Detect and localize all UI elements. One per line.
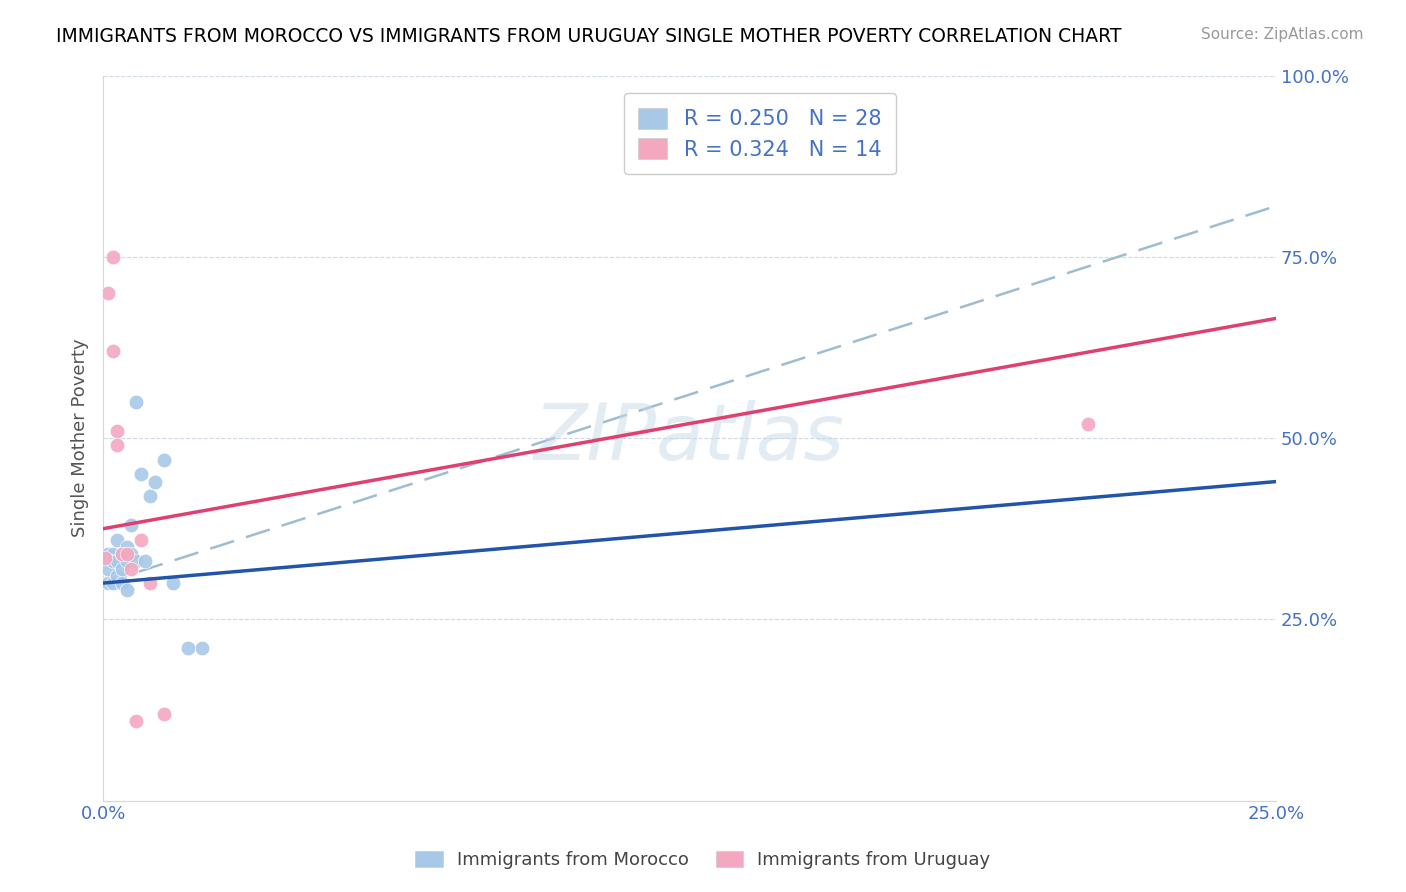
Point — [101, 576, 124, 591]
Point — [143, 475, 166, 489]
Point — [120, 561, 142, 575]
Point — [190, 641, 212, 656]
Point — [105, 569, 128, 583]
Text: Source: ZipAtlas.com: Source: ZipAtlas.com — [1201, 27, 1364, 42]
Text: ZIPatlas: ZIPatlas — [534, 401, 845, 476]
Point — [101, 250, 124, 264]
Point — [111, 547, 134, 561]
Point — [139, 489, 162, 503]
Point — [97, 576, 120, 591]
Point — [97, 561, 120, 575]
Y-axis label: Single Mother Poverty: Single Mother Poverty — [72, 339, 89, 537]
Point — [139, 576, 162, 591]
Point — [105, 424, 128, 438]
Point — [120, 518, 142, 533]
Point — [176, 641, 198, 656]
Point — [94, 550, 117, 565]
Point — [153, 452, 176, 467]
Point — [105, 533, 128, 547]
Point — [1077, 417, 1099, 431]
Point — [125, 554, 148, 568]
Point — [162, 576, 184, 591]
Point — [134, 554, 156, 568]
Point — [129, 533, 152, 547]
Point — [111, 576, 134, 591]
Point — [94, 550, 117, 565]
Point — [115, 540, 138, 554]
Point — [115, 547, 138, 561]
Point — [97, 286, 120, 301]
Text: IMMIGRANTS FROM MOROCCO VS IMMIGRANTS FROM URUGUAY SINGLE MOTHER POVERTY CORRELA: IMMIGRANTS FROM MOROCCO VS IMMIGRANTS FR… — [56, 27, 1122, 45]
Point — [125, 714, 148, 728]
Point — [111, 561, 134, 575]
Point — [115, 583, 138, 598]
Legend: Immigrants from Morocco, Immigrants from Uruguay: Immigrants from Morocco, Immigrants from… — [406, 842, 1000, 879]
Point — [101, 554, 124, 568]
Point — [129, 467, 152, 482]
Point — [101, 547, 124, 561]
Point — [101, 344, 124, 359]
Point — [120, 547, 142, 561]
Legend: R = 0.250   N = 28, R = 0.324   N = 14: R = 0.250 N = 28, R = 0.324 N = 14 — [624, 93, 896, 174]
Point — [105, 554, 128, 568]
Point — [125, 394, 148, 409]
Point — [111, 547, 134, 561]
Point — [153, 706, 176, 721]
Point — [97, 547, 120, 561]
Point — [115, 554, 138, 568]
Point — [105, 438, 128, 452]
